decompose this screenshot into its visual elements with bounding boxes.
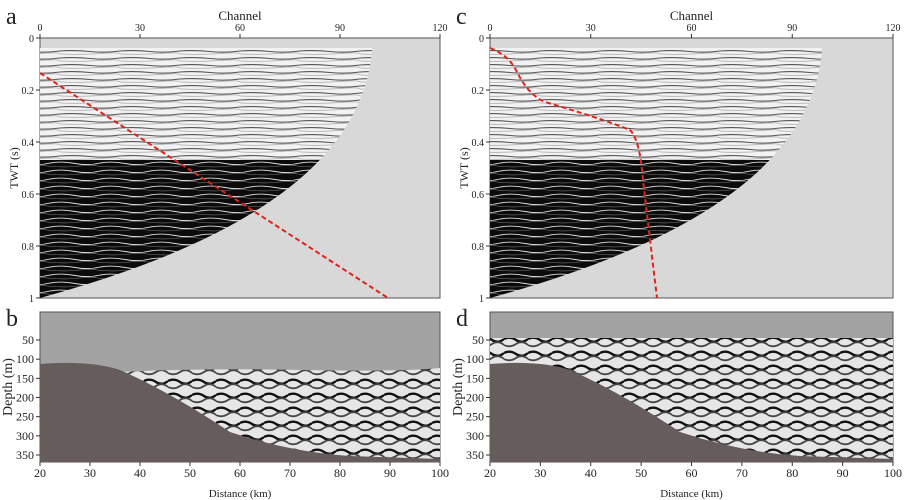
y-tick-label: 200	[16, 391, 34, 405]
x-tick-label: 70	[284, 466, 296, 480]
x-tick-label: 60	[235, 23, 245, 34]
x-axis-title: Channel	[670, 8, 714, 23]
y-tick-label: 250	[16, 410, 34, 424]
x-tick-label: 80	[334, 466, 346, 480]
panel-label: b	[6, 306, 18, 332]
x-tick-label: 40	[134, 466, 146, 480]
x-tick-label: 20	[484, 466, 496, 480]
x-tick-label: 30	[84, 466, 96, 480]
seafloor	[40, 362, 440, 462]
y-tick-label: 100	[16, 352, 34, 366]
x-tick-label: 70	[736, 466, 748, 480]
x-tick-label: 120	[886, 23, 901, 34]
x-tick-label: 60	[686, 466, 698, 480]
x-tick-label: 30	[135, 23, 145, 34]
y-tick-label: 50	[22, 333, 34, 347]
x-tick-label: 0	[38, 23, 43, 34]
x-tick-label: 80	[786, 466, 798, 480]
y-tick-label: 0.2	[22, 86, 35, 97]
panel-d	[489, 311, 894, 463]
y-axis-title: TWT (s)	[7, 147, 21, 188]
y-tick-label: 300	[466, 429, 484, 443]
panel-a	[39, 37, 441, 299]
y-tick-label: 50	[472, 333, 484, 347]
y-tick-label: 250	[466, 410, 484, 424]
x-axis-title: Channel	[218, 8, 262, 23]
y-tick-label: 1	[479, 294, 484, 305]
y-tick-label: 0.8	[22, 242, 35, 253]
y-tick-label: 0.4	[22, 138, 35, 149]
y-tick-label: 0	[29, 34, 34, 45]
y-tick-label: 350	[16, 448, 34, 462]
x-tick-label: 30	[534, 466, 546, 480]
y-tick-label: 0.8	[472, 242, 485, 253]
y-axis-title: Depth (m)	[1, 358, 16, 416]
y-tick-label: 150	[16, 371, 34, 385]
y-tick-label: 200	[466, 391, 484, 405]
x-tick-label: 90	[837, 466, 849, 480]
x-tick-label: 50	[635, 466, 647, 480]
red-dashed-line	[39, 72, 389, 299]
y-tick-label: 0.4	[472, 138, 485, 149]
x-tick-label: 60	[234, 466, 246, 480]
x-tick-label: 90	[384, 466, 396, 480]
x-tick-label: 20	[34, 466, 46, 480]
x-tick-label: 30	[586, 23, 596, 34]
y-tick-label: 0.6	[22, 190, 35, 201]
y-axis-title: TWT (s)	[457, 147, 471, 188]
y-axis-title: Depth (m)	[451, 358, 466, 416]
seafloor	[490, 362, 893, 462]
x-tick-label: 90	[787, 23, 797, 34]
panel-b	[39, 311, 441, 463]
x-tick-label: 90	[335, 23, 345, 34]
panel-label: c	[456, 4, 467, 30]
panel-c	[489, 37, 894, 299]
x-axis-title: Distance (km)	[209, 488, 272, 500]
x-tick-label: 100	[884, 466, 902, 480]
x-tick-label: 40	[585, 466, 597, 480]
x-axis-title: Distance (km)	[660, 488, 723, 500]
y-tick-label: 100	[466, 352, 484, 366]
y-tick-label: 300	[16, 429, 34, 443]
y-tick-label: 1	[29, 294, 34, 305]
panel-label: a	[6, 4, 17, 30]
y-tick-label: 0.2	[472, 86, 485, 97]
y-tick-label: 350	[466, 448, 484, 462]
x-tick-label: 60	[687, 23, 697, 34]
y-tick-label: 0	[479, 34, 484, 45]
x-tick-label: 100	[431, 466, 449, 480]
x-tick-label: 50	[184, 466, 196, 480]
x-tick-label: 0	[488, 23, 493, 34]
panel-label: d	[456, 306, 468, 332]
x-tick-label: 120	[433, 23, 448, 34]
y-tick-label: 150	[466, 371, 484, 385]
red-dashed-curve	[489, 47, 658, 299]
y-tick-label: 0.6	[472, 190, 485, 201]
